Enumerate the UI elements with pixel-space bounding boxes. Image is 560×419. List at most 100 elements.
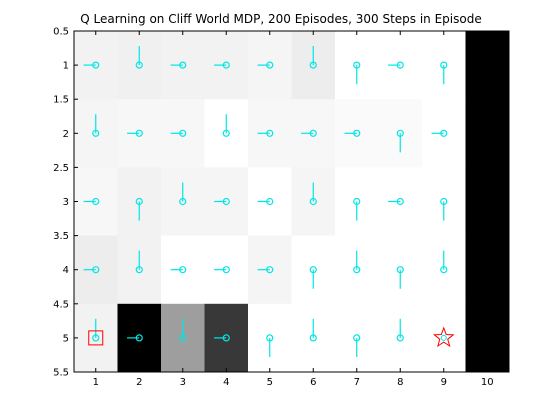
policy-arrow-left — [214, 61, 230, 69]
heatmap-cell — [378, 167, 423, 236]
heatmap-cell — [161, 303, 205, 373]
heatmap-cell — [117, 303, 162, 373]
heatmap-cell — [204, 31, 249, 100]
heatmap-cell — [161, 167, 205, 236]
heatmap-cell — [248, 167, 292, 236]
x-tick-label: 2 — [136, 377, 142, 388]
policy-arrow-up — [309, 182, 317, 206]
heatmap-cell — [378, 31, 423, 100]
heatmap-cell — [74, 99, 118, 168]
heatmap-cell — [117, 235, 162, 305]
policy-arrow-down — [266, 334, 274, 357]
policy-arrow-up — [92, 114, 100, 137]
heatmap-cell — [248, 31, 292, 100]
y-tick-label: 4.5 — [53, 299, 69, 310]
heatmap-cell — [465, 99, 510, 168]
heatmap-cell — [74, 235, 118, 305]
heatmap-cell — [465, 235, 510, 305]
y-tick-label: 5 — [63, 333, 69, 344]
heatmap-cell — [335, 99, 379, 168]
heatmap-cell — [204, 303, 249, 373]
heatmap-cell — [204, 167, 249, 236]
policy-arrow-left — [431, 129, 448, 137]
heatmap-cell — [161, 99, 205, 168]
policy-arrow-up — [179, 318, 187, 342]
policy-arrow-left — [257, 197, 274, 206]
chart-title: Q Learning on Cliff World MDP, 200 Episo… — [80, 12, 481, 26]
policy-arrow-down — [135, 197, 143, 221]
policy-arrow-left — [214, 266, 230, 274]
policy-arrow-up — [135, 46, 143, 69]
heatmap-cell — [117, 31, 162, 100]
heatmap-cell — [161, 31, 205, 100]
heatmap-cell — [291, 303, 336, 373]
policy-arrow-left — [344, 129, 361, 137]
policy-arrow-up — [222, 114, 230, 137]
heatmap-cell — [74, 31, 118, 100]
y-tick-label: 3 — [63, 197, 69, 208]
heatmap-cell — [465, 303, 510, 373]
policy-arrow-left — [214, 334, 230, 342]
x-tick-label: 3 — [180, 377, 186, 388]
policy-arrow-up — [440, 250, 448, 274]
heatmap-cell — [422, 235, 466, 305]
x-tick-label: 1 — [93, 377, 99, 388]
y-tick-label: 1.5 — [53, 95, 69, 106]
policy-arrows — [83, 46, 448, 357]
x-tick-label: 7 — [354, 377, 360, 388]
heatmap-cell — [248, 235, 292, 305]
policy-arrow-left — [83, 197, 100, 206]
y-tick-label: 5.5 — [53, 368, 69, 379]
policy-arrow-up — [396, 318, 404, 342]
x-tick-label: 4 — [223, 377, 229, 388]
policy-arrow-up — [179, 182, 187, 206]
y-tick-label: 1 — [63, 61, 69, 72]
goal-star-marker — [432, 326, 455, 348]
policy-arrow-left — [127, 334, 143, 342]
policy-arrow-up — [135, 250, 143, 274]
policy-arrow-down — [353, 61, 361, 85]
goal-marker-dot — [440, 334, 447, 341]
policy-arrow-up — [309, 318, 317, 342]
policy-arrow-left — [170, 61, 187, 69]
y-tick-label: 2.5 — [53, 163, 69, 174]
heatmap-cell — [335, 235, 379, 305]
heatmap-cell — [422, 99, 466, 168]
policy-arrow-left — [170, 129, 187, 137]
policy-arrow-left — [257, 61, 274, 69]
policy-arrow-up — [92, 318, 100, 342]
policy-arrow-up — [309, 46, 317, 69]
y-tick-label: 2 — [63, 129, 69, 140]
heatmap-cell — [74, 303, 118, 373]
heatmap-cell — [378, 303, 423, 373]
heatmap-cell — [161, 235, 205, 305]
policy-arrow-down — [396, 266, 404, 289]
x-tick-label: 8 — [397, 377, 403, 388]
heatmap-cell — [74, 167, 118, 236]
policy-arrow-down — [353, 197, 361, 221]
x-tick-label: 6 — [310, 377, 316, 388]
start-marker — [88, 330, 104, 346]
y-tick-label: 0.5 — [53, 27, 69, 38]
policy-arrow-left — [257, 266, 274, 274]
policy-arrow-left — [214, 197, 230, 206]
policy-arrow-down — [440, 197, 448, 221]
policy-arrow-left — [388, 61, 404, 69]
y-tick-label: 3.5 — [53, 231, 69, 242]
x-tick-label: 9 — [441, 377, 447, 388]
x-axis-ticks: 1 2 3 4 5 6 7 8 9 10 — [93, 31, 494, 388]
policy-arrow-down — [440, 61, 448, 85]
policy-arrow-down — [353, 334, 361, 357]
heatmap-cell — [291, 31, 336, 100]
y-axis-ticks: 0.5 1 1.5 2 2.5 3 3.5 4 4.5 5 5.5 — [53, 27, 509, 379]
x-tick-label: 10 — [481, 377, 494, 388]
policy-arrow-up — [353, 250, 361, 274]
policy-arrow-left — [127, 129, 143, 137]
markers — [88, 326, 455, 348]
policy-arrow-left — [257, 129, 274, 137]
heatmap-cell — [291, 99, 336, 168]
heatmap-cell — [465, 167, 510, 236]
policy-arrow-down — [396, 129, 404, 153]
policy-arrow-left — [388, 197, 404, 206]
